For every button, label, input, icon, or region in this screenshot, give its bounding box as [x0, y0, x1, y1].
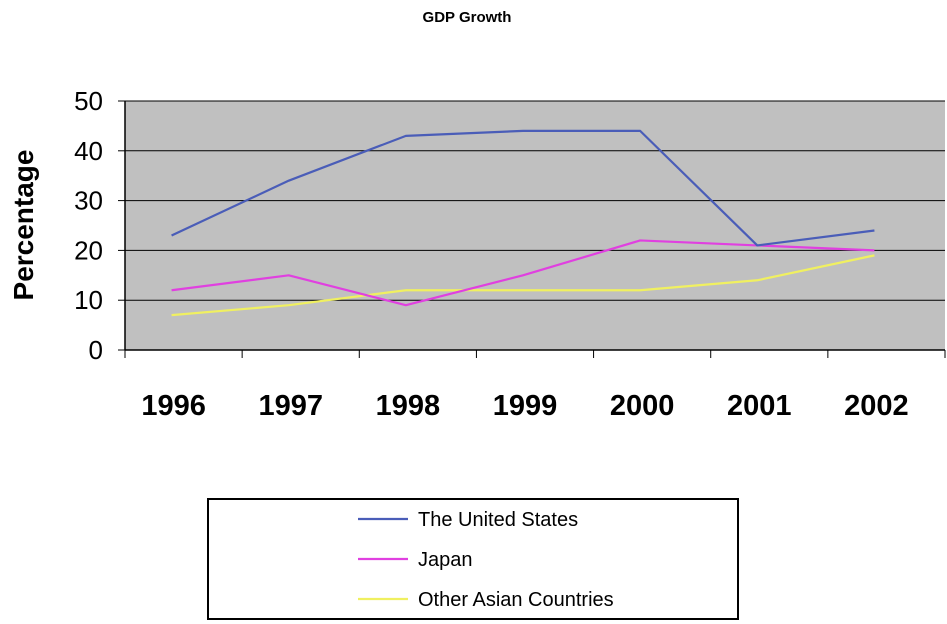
x-tick-labels: 1996 1997 1998 1999 2000 2001 2002: [141, 390, 908, 422]
x-tick-label: 1999: [493, 390, 558, 422]
y-tick-label: 20: [74, 235, 103, 265]
x-tick-label: 2001: [727, 390, 792, 422]
y-tick-label: 30: [74, 186, 103, 216]
x-tick-label: 2002: [844, 390, 909, 422]
chart-title: GDP Growth: [423, 9, 512, 26]
y-tick-labels: 0 10 20 30 40 50: [74, 86, 103, 365]
y-tick-label: 40: [74, 136, 103, 166]
legend-label: The United States: [418, 509, 578, 531]
y-tick-label: 10: [74, 285, 103, 315]
legend-label: Japan: [418, 549, 473, 571]
plot-area: [125, 101, 945, 350]
x-tick-label: 1996: [141, 390, 206, 422]
x-tick-label: 1997: [258, 390, 323, 422]
x-tick-label: 2000: [610, 390, 675, 422]
x-tick-label: 1998: [376, 390, 441, 422]
legend-label: Other Asian Countries: [418, 589, 614, 611]
y-axis-label: Percentage: [8, 150, 39, 301]
y-tick-label: 0: [89, 335, 103, 365]
y-tick-label: 50: [74, 86, 103, 116]
legend: The United States Japan Other Asian Countr…: [208, 499, 738, 619]
